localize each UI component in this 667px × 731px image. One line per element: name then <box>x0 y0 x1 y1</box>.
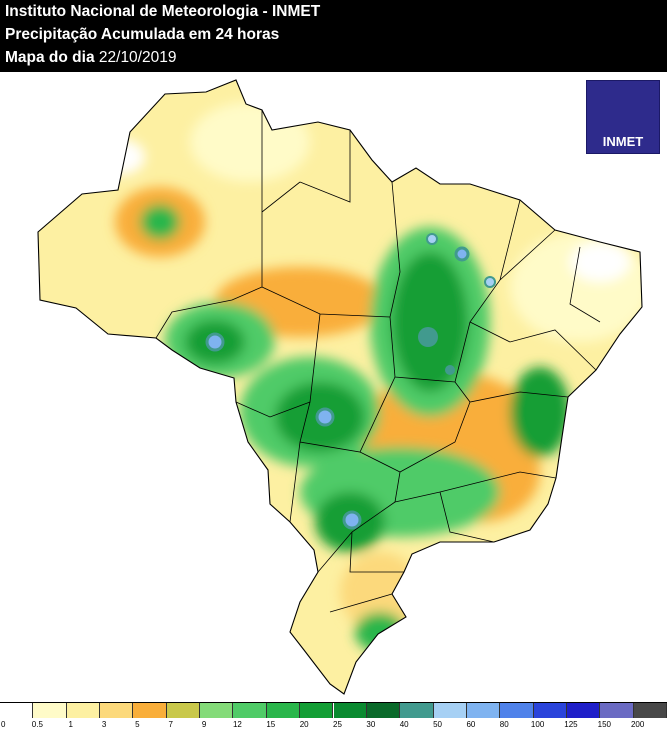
product-title: Precipitação Acumulada em 24 horas <box>5 26 280 43</box>
legend-swatch <box>333 703 367 718</box>
legend-swatch <box>233 703 267 718</box>
precipitation-legend: 0 0.5 1 3 5 7 9 12 15 20 25 30 40 50 60 80 100 125 150 200 <box>0 702 667 731</box>
legend-swatch <box>266 703 301 718</box>
legend-swatch <box>466 703 501 718</box>
precipitation-map <box>0 72 667 702</box>
legend-tick-label: 30 <box>366 720 376 729</box>
legend-swatch <box>533 703 567 718</box>
intense-core-tocantins <box>418 327 438 347</box>
legend-tick-label: 40 <box>399 720 409 729</box>
legend-tick-label: 60 <box>466 720 476 729</box>
intense-core-maranhao <box>454 246 470 262</box>
legend-tick-label: 3 <box>101 720 107 729</box>
boundaries <box>37 79 643 695</box>
dry-area-amazonas <box>95 139 145 175</box>
legend-tick-label: 12 <box>232 720 242 729</box>
legend-swatch <box>633 703 667 718</box>
legend-tick-label: 80 <box>499 720 509 729</box>
intense-core-piaui <box>484 276 496 288</box>
legend-swatch <box>500 703 534 718</box>
map-date-value: 22/10/2019 <box>98 49 177 66</box>
legend-tick-label: 100 <box>530 720 545 729</box>
legend-tick-label: 200 <box>630 720 645 729</box>
legend-tick-label: 0 <box>1 720 6 729</box>
intense-core-mato-grosso-do-sul <box>342 510 362 530</box>
heavy-rain-tocantins <box>392 252 468 392</box>
legend-swatch <box>66 703 101 718</box>
brazil-outline <box>37 79 643 695</box>
precipitation-field <box>38 80 642 694</box>
legend-tick-label: 15 <box>266 720 276 729</box>
legend-tick-label: 50 <box>433 720 442 729</box>
rain-contours <box>95 102 642 652</box>
legend-swatch <box>133 703 167 718</box>
title-bar: Instituto Nacional de Meteorologia - INM… <box>0 0 667 72</box>
intense-core-goias-north <box>445 365 455 375</box>
legend-swatch <box>566 703 601 718</box>
intense-core-para <box>426 233 438 245</box>
map-date-label: Mapa do dia <box>5 49 95 66</box>
legend-swatch <box>433 703 467 718</box>
heavy-rain-amazonas <box>140 204 180 240</box>
legend-swatch <box>300 703 334 718</box>
legend-tick-label: 0.5 <box>31 720 43 729</box>
institute-title: Instituto Nacional de Meteorologia - INM… <box>5 3 321 20</box>
heavy-rain-bahia <box>510 367 570 457</box>
legend-tick-label: 150 <box>597 720 611 729</box>
map-date: Mapa do dia 22/10/2019 <box>5 49 176 67</box>
logo-text: INMET <box>602 134 644 149</box>
legend-swatch <box>166 703 201 718</box>
dry-area-ceara <box>570 242 630 282</box>
inmet-logo: INMET <box>586 80 660 154</box>
legend-swatch <box>33 703 67 718</box>
intense-core-mato-grosso <box>315 407 335 427</box>
legend-swatch <box>100 703 134 718</box>
legend-tick-label: 25 <box>333 720 342 729</box>
legend-tick-label: 9 <box>201 720 207 729</box>
legend-tick-label: 1 <box>68 720 73 729</box>
legend-tick-label: 20 <box>299 720 309 729</box>
intense-core-rondonia <box>205 332 225 352</box>
legend-tick-label: 125 <box>564 720 578 729</box>
legend-swatch <box>200 703 234 718</box>
intense-rain-cores <box>205 233 496 530</box>
map-canvas <box>37 79 643 695</box>
state-borders <box>155 110 601 613</box>
dry-area-roraima <box>190 102 310 182</box>
rain-rio-grande-do-sul <box>355 612 405 652</box>
legend-swatch <box>366 703 401 718</box>
legend-swatch <box>600 703 634 718</box>
legend-tick-label: 5 <box>135 720 140 729</box>
legend-swatch <box>0 703 34 718</box>
legend-tick-label: 7 <box>168 720 173 729</box>
legend-swatch <box>400 703 434 718</box>
